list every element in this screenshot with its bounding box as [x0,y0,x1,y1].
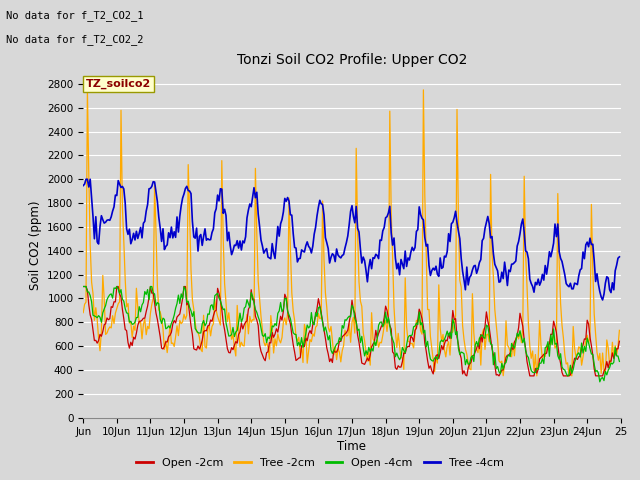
X-axis label: Time: Time [337,440,367,453]
Legend: Open -2cm, Tree -2cm, Open -4cm, Tree -4cm: Open -2cm, Tree -2cm, Open -4cm, Tree -4… [132,453,508,472]
Title: Tonzi Soil CO2 Profile: Upper CO2: Tonzi Soil CO2 Profile: Upper CO2 [237,53,467,67]
Text: TZ_soilco2: TZ_soilco2 [86,79,151,89]
Y-axis label: Soil CO2 (ppm): Soil CO2 (ppm) [29,200,42,289]
Text: No data for f_T2_CO2_2: No data for f_T2_CO2_2 [6,34,144,45]
Text: No data for f_T2_CO2_1: No data for f_T2_CO2_1 [6,10,144,21]
